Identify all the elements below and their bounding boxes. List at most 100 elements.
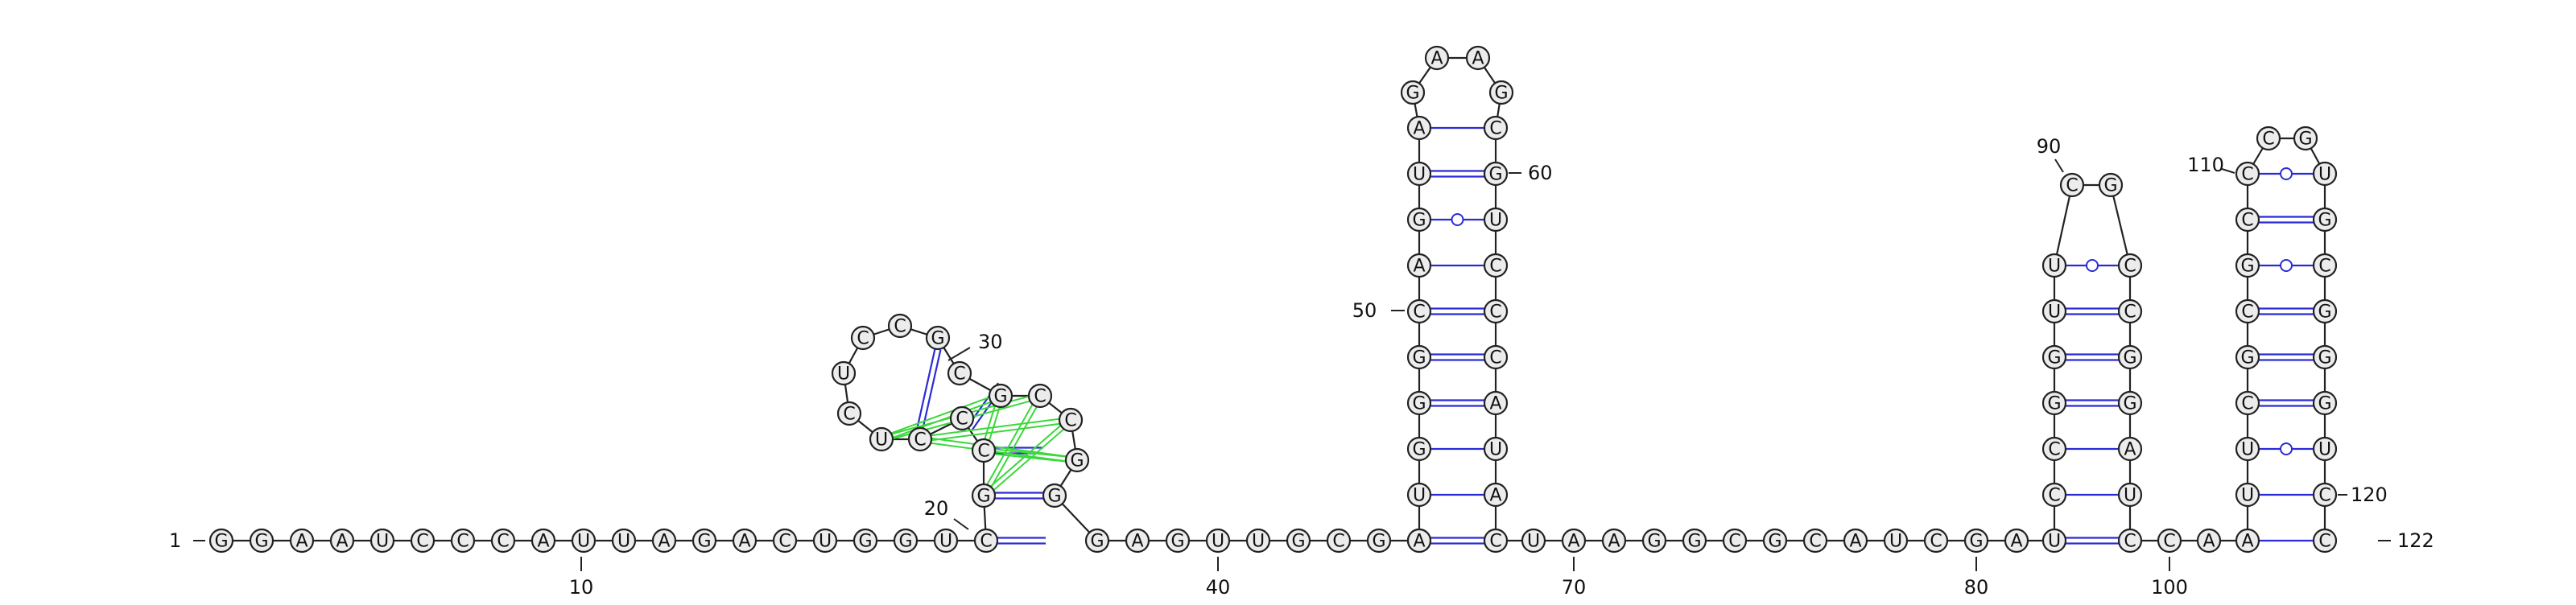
nucleotide-letter: U [1527,532,1540,552]
nucleotide-circle [2312,482,2338,508]
nucleotide-letter: U [2241,486,2254,506]
nucleotide: U [2041,298,2067,324]
nucleotide: A [651,528,677,554]
numbering-label: 50 [1352,299,1377,322]
nucleotide: U [2312,161,2338,187]
nucleotide-letter: A [1413,119,1425,139]
nucleotide: A [530,528,556,554]
nucleotide-letter: C [2066,176,2078,196]
nucleotide-letter: G [2123,348,2136,368]
nucleotide-circle [530,528,556,554]
nucleotide: A [1406,528,1432,554]
nucleotide-letter: G [1412,440,1426,460]
nucleotide-letter: A [1849,532,1861,552]
nucleotide: C [971,438,997,463]
nucleotide-letter: C [2241,302,2253,323]
nucleotide-letter: A [1413,257,1425,277]
nucleotide-circle [1406,161,1432,187]
nucleotide-letter: C [914,430,926,451]
nucleotide: U [812,528,838,554]
nucleotide: A [1843,528,1868,554]
nucleotide-circle [2235,482,2260,508]
nucleotide-letter: G [1372,532,1385,552]
nucleotide-letter: G [1047,487,1061,507]
nucleotide-circle [836,401,862,426]
nucleotide-letter: C [2241,211,2253,231]
nucleotide: A [1424,45,1450,71]
nucleotide: G [1483,161,1509,187]
nucleotide-letter: U [1252,532,1265,552]
nucleotide: G [2117,390,2143,416]
nucleotide-letter: U [837,364,850,385]
nucleotide-letter: C [953,364,965,385]
nucleotide-circle [2098,172,2124,198]
nucleotide-circle [1483,115,1509,141]
nucleotide: C [1483,528,1509,554]
numbering-label: 40 [1206,576,1231,599]
nucleotide-letter: C [1489,257,1501,277]
nucleotide-circle [893,528,919,554]
nucleotide: C [2235,161,2260,187]
nucleotide-letter: G [1412,348,1426,368]
nucleotide: A [1125,528,1150,554]
nucleotide-circle [1483,344,1509,370]
nucleotide: G [2312,390,2338,416]
nucleotide-letter: G [2047,394,2061,414]
nucleotide-circle [933,528,959,554]
pseudoknot-pair-line [984,447,1078,459]
nucleotide-circle [1483,253,1509,278]
nucleotide-circle [2041,390,2067,416]
nucleotide-letter: U [1489,440,1502,460]
numbering-label: 110 [2187,154,2224,176]
nucleotide: C [2312,482,2338,508]
pseudoknot-pair-line [919,417,1071,438]
nucleotide-circle [1326,528,1352,554]
nucleotide-circle [869,426,894,452]
nucleotide-letter: G [1768,532,1781,552]
nucleotide-circle [1027,383,1053,409]
nucleotide-letter: G [1412,211,1426,231]
nucleotide-circle [1406,298,1432,324]
nucleotide-circle [2235,528,2260,554]
nucleotide-letter: G [1090,532,1104,552]
nucleotide-letter: G [2318,211,2331,231]
nucleotide-circle [1406,482,1432,508]
nucleotide-circle [329,528,355,554]
nucleotide-letter: C [843,405,855,425]
nucleotide-circle [812,528,838,554]
nucleotide-circle [1802,528,1828,554]
numbering-label: 100 [2151,576,2188,599]
nucleotide: A [1465,45,1491,71]
nucleotide: A [1483,390,1509,416]
nucleotide: G [2117,344,2143,370]
nucleotide-letter: A [2124,440,2136,460]
nucleotide-letter: U [2241,440,2254,460]
nucleotide-circle [2235,390,2260,416]
nucleotide: C [2235,298,2260,324]
nucleotide-circle [772,528,798,554]
numbering-label: 80 [1964,576,1989,599]
nucleotide: G [249,528,275,554]
nucleotide-letter: U [2318,440,2331,460]
nucleotide-letter: G [1969,532,1983,552]
nucleotide-circle [1245,528,1271,554]
nucleotide-circle [369,528,395,554]
nucleotide-circle [1483,390,1509,416]
nucleotide: A [732,528,758,554]
nucleotide-circle [691,528,717,554]
nucleotide-letter: U [1413,486,1426,506]
nucleotide-circle [2256,126,2281,151]
nucleotide-circle [2312,161,2338,187]
pseudoknot-pair-line [981,417,1070,495]
nucleotide-letter: U [2048,302,2061,323]
nucleotide-circle [2041,253,2067,278]
nucleotide-letter: A [1413,532,1425,552]
pseudoknot-pair-line [980,394,1039,496]
nucleotide: C [2235,207,2260,233]
nucleotide: C [1483,115,1509,141]
nucleotide: C [947,360,972,386]
nucleotide-letter: G [1070,451,1084,471]
nucleotide-circle [2196,528,2222,554]
nucleotide-letter: A [1608,532,1620,552]
nucleotide-letter: U [2048,257,2061,277]
